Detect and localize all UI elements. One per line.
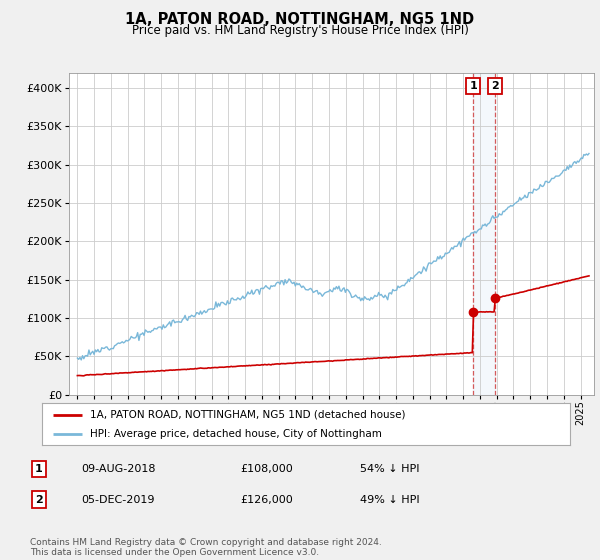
Text: 49% ↓ HPI: 49% ↓ HPI	[360, 494, 419, 505]
Text: £108,000: £108,000	[240, 464, 293, 474]
Text: 54% ↓ HPI: 54% ↓ HPI	[360, 464, 419, 474]
Bar	[473, 73, 496, 395]
Text: HPI: Average price, detached house, City of Nottingham: HPI: Average price, detached house, City…	[89, 429, 382, 439]
Text: 09-AUG-2018: 09-AUG-2018	[81, 464, 155, 474]
Text: 05-DEC-2019: 05-DEC-2019	[81, 494, 155, 505]
Text: 1A, PATON ROAD, NOTTINGHAM, NG5 1ND: 1A, PATON ROAD, NOTTINGHAM, NG5 1ND	[125, 12, 475, 27]
Text: 2: 2	[35, 494, 43, 505]
Text: 1A, PATON ROAD, NOTTINGHAM, NG5 1ND (detached house): 1A, PATON ROAD, NOTTINGHAM, NG5 1ND (det…	[89, 409, 405, 419]
Text: 1: 1	[35, 464, 43, 474]
Text: 2: 2	[491, 81, 499, 91]
Text: 1: 1	[469, 81, 477, 91]
Text: Contains HM Land Registry data © Crown copyright and database right 2024.
This d: Contains HM Land Registry data © Crown c…	[30, 538, 382, 557]
Text: Price paid vs. HM Land Registry's House Price Index (HPI): Price paid vs. HM Land Registry's House …	[131, 24, 469, 36]
Text: £126,000: £126,000	[240, 494, 293, 505]
